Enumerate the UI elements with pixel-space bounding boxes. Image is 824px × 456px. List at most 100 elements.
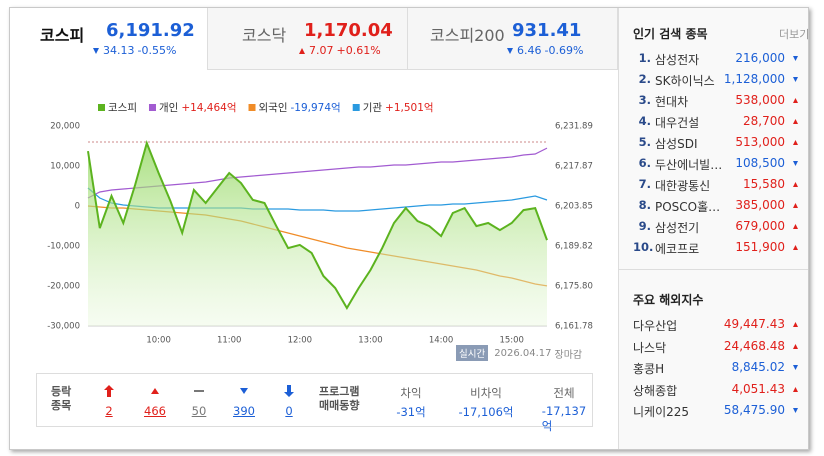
change-amount: 6.46 <box>517 44 542 57</box>
index-change: 6.46 -0.69% <box>506 44 583 57</box>
index-name: 홍콩H <box>633 362 665 376</box>
popular-item[interactable]: 7. 대한광통신 15,580 <box>619 174 808 194</box>
program-header: 비차익 <box>470 386 502 400</box>
x-tick-label: 12:00 <box>288 336 313 346</box>
index-tab[interactable]: 코스피 6,191.92 34.13 -0.55% <box>10 8 208 70</box>
stock-price: 385,000 <box>735 198 785 212</box>
market-summary: 등락 종목 프로그램 매매동향 2 466 50 390 0 차익 -31억 비차익 -17,1… <box>36 373 593 433</box>
world-index[interactable]: 다우산업 49,447.43 <box>619 314 808 334</box>
index-value: 8,845.02 <box>731 360 785 374</box>
breadth-value[interactable]: 2 <box>105 404 113 418</box>
index-tab[interactable]: 코스닥 1,170.04 7.07 +0.61% <box>208 8 408 70</box>
stock-name: 삼성SDI <box>655 137 698 151</box>
rank: 6. <box>638 156 651 170</box>
up-icon <box>793 343 798 349</box>
rank: 5. <box>638 135 651 149</box>
dash <box>194 390 204 392</box>
rank: 1. <box>638 51 651 65</box>
stock-name: POSCO홀… <box>655 200 721 214</box>
breadth-value[interactable]: 0 <box>285 404 293 418</box>
arrow <box>104 385 114 397</box>
up-icon <box>793 98 798 103</box>
stock-name: 대우건설 <box>655 116 700 130</box>
y-tick-label: -10,000 <box>47 242 80 252</box>
more-link[interactable]: 더보기 <box>779 28 809 41</box>
world-index[interactable]: 상해종합 4,051.43 <box>619 379 808 399</box>
legend-net: +14,464억 <box>181 102 236 114</box>
legend-label: 외국인 <box>259 102 288 114</box>
triangle <box>793 245 798 250</box>
triangle <box>793 77 798 82</box>
program-title-line: 매매동향 <box>319 399 360 412</box>
triangle <box>793 322 798 327</box>
popular-item[interactable]: 2. SK하이닉스 1,128,000 <box>619 69 808 89</box>
breadth-value[interactable]: 466 <box>144 404 166 418</box>
popular-item[interactable]: 5. 삼성SDI 513,000 <box>619 132 808 152</box>
popular-item[interactable]: 4. 대우건설 28,700 <box>619 111 808 131</box>
triangle <box>240 388 248 394</box>
stock-price: 679,000 <box>735 219 785 233</box>
program-title-line: 프로그램 <box>319 385 360 398</box>
up-icon <box>793 224 798 229</box>
breadth-title: 등락 종목 <box>51 385 71 413</box>
breadth-icon <box>104 385 114 397</box>
change-rate: -0.55% <box>137 44 177 57</box>
popular-item[interactable]: 6. 두산에너빌… 108,500 <box>619 153 808 173</box>
area <box>88 143 547 326</box>
world-index[interactable]: 홍콩H 8,845.02 <box>619 357 808 377</box>
legend-swatch <box>248 104 256 111</box>
index-name: 코스피 <box>40 26 85 45</box>
index-tab[interactable]: 코스피200 931.41 6.46 -0.69% <box>408 8 618 70</box>
index-name: 니케이225 <box>633 405 690 419</box>
world-index[interactable]: 나스닥 24,468.48 <box>619 336 808 356</box>
breadth-icon <box>194 390 204 392</box>
triangle <box>793 119 798 124</box>
change-rate: -0.69% <box>544 44 584 57</box>
down-icon <box>793 56 798 61</box>
intraday-chart: 20,000 10,000 0 -10,000 -20,000 -30,000 6,231.… <box>47 102 593 346</box>
triangle <box>793 408 798 413</box>
popular-item[interactable]: 1. 삼성전자 216,000 <box>619 48 808 68</box>
breadth-title-line: 등락 <box>51 385 72 398</box>
triangle <box>793 56 798 61</box>
status-date: 2026.04.17 <box>494 347 552 359</box>
popular-item[interactable]: 3. 현대차 538,000 <box>619 90 808 110</box>
y-tick-label: -20,000 <box>47 282 80 292</box>
stock-name: 삼성전자 <box>655 53 700 67</box>
stock-name: 대한광통신 <box>655 179 711 193</box>
breadth-value[interactable]: 50 <box>191 404 207 418</box>
stock-price: 28,700 <box>743 114 785 128</box>
program-title: 프로그램 매매동향 <box>319 385 359 413</box>
series-line <box>87 139 548 310</box>
arrow <box>284 385 294 397</box>
change-rate: +0.61% <box>336 44 381 57</box>
breadth-icon <box>284 385 294 397</box>
y2-tick-label: 6,231.89 <box>555 122 593 132</box>
y2-tick-label: 6,217.87 <box>555 161 593 171</box>
index-value: 931.41 <box>512 20 582 41</box>
index-value: 24,468.48 <box>723 338 785 353</box>
rank: 7. <box>638 177 651 191</box>
world-index[interactable]: 니케이225 58,475.90 <box>619 400 808 420</box>
index-value: 4,051.43 <box>731 381 785 396</box>
index-name: 다우산업 <box>633 319 678 333</box>
popular-item[interactable]: 9. 삼성전기 679,000 <box>619 216 808 236</box>
up-icon <box>793 322 798 327</box>
triangle <box>793 203 798 208</box>
popular-item[interactable]: 8. POSCO홀… 385,000 <box>619 195 808 215</box>
stock-name: 두산에너빌… <box>655 158 723 172</box>
down-icon <box>793 365 798 370</box>
up-icon <box>793 182 798 187</box>
popular-item[interactable]: 10. 에코프로 151,900 <box>619 237 808 257</box>
program-value: -17,137억 <box>541 404 587 433</box>
rank: 10. <box>633 240 654 254</box>
breadth-value[interactable]: 390 <box>233 404 255 418</box>
stock-price: 216,000 <box>735 51 785 65</box>
up-icon <box>793 119 798 124</box>
legend-label: 기관 <box>363 102 383 114</box>
legend-net: -19,974억 <box>291 102 341 114</box>
triangle <box>793 343 798 349</box>
stock-price: 1,128,000 <box>723 72 785 86</box>
rank: 9. <box>638 219 651 233</box>
index-value: 58,475.90 <box>723 403 785 417</box>
